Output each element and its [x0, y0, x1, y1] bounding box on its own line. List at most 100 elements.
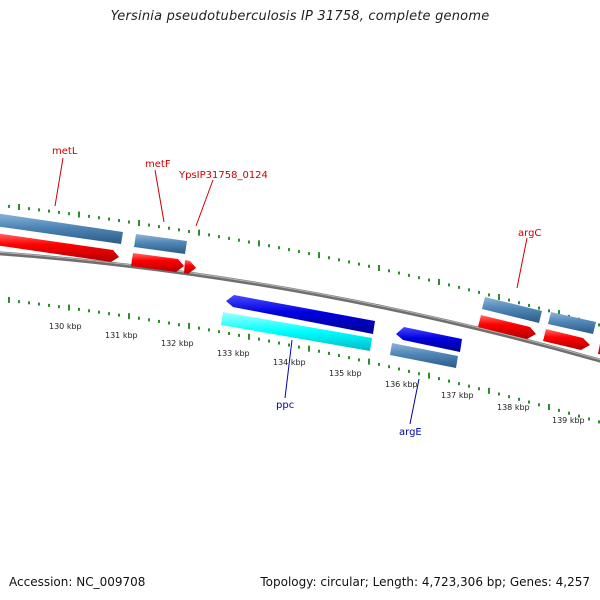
- minor-tick: [348, 356, 350, 360]
- minor-tick: [418, 372, 420, 376]
- minor-tick: [298, 250, 300, 254]
- minor-tick: [128, 220, 130, 224]
- minor-tick: [208, 233, 210, 237]
- minor-tick: [598, 323, 600, 327]
- major-tick: [558, 310, 560, 317]
- gene-metF[interactable]: [134, 234, 187, 254]
- cds-ypsip31758-0124[interactable]: [184, 260, 196, 274]
- scale-label: 130 kbp: [49, 322, 82, 331]
- scale-label: 133 kbp: [217, 349, 250, 358]
- minor-tick: [408, 273, 410, 277]
- cds-ppc[interactable]: [226, 295, 375, 334]
- gene-argC[interactable]: [482, 297, 542, 323]
- major-tick: [248, 333, 250, 340]
- minor-tick: [88, 214, 90, 218]
- minor-tick: [288, 343, 290, 347]
- cds-argC[interactable]: [478, 315, 536, 339]
- major-tick: [8, 296, 10, 303]
- minor-tick: [448, 379, 450, 383]
- label-ypsip31758-0124[interactable]: YpsIP31758_0124: [178, 170, 268, 181]
- scale-label: 134 kbp: [273, 358, 306, 367]
- minor-tick: [508, 395, 510, 399]
- minor-tick: [68, 212, 70, 216]
- major-tick: [258, 240, 260, 247]
- minor-tick: [208, 328, 210, 332]
- minor-tick: [28, 207, 30, 211]
- minor-tick: [488, 293, 490, 297]
- scale-label: 138 kbp: [497, 403, 530, 412]
- scale-labels: 130 kbp 131 kbp 132 kbp 133 kbp 134 kbp …: [49, 322, 585, 425]
- genome-summary-text: Topology: circular; Length: 4,723,306 bp…: [260, 575, 590, 589]
- minor-tick: [158, 319, 160, 323]
- major-tick: [188, 322, 190, 329]
- minor-tick: [38, 302, 40, 306]
- minor-tick: [288, 248, 290, 252]
- minor-tick: [518, 397, 520, 401]
- scale-label: 136 kbp: [385, 380, 418, 389]
- minor-tick: [98, 216, 100, 220]
- minor-tick: [258, 337, 260, 341]
- minor-tick: [358, 262, 360, 266]
- major-tick: [198, 229, 200, 236]
- minor-tick: [178, 228, 180, 232]
- minor-tick: [48, 209, 50, 213]
- minor-tick: [168, 321, 170, 325]
- minor-tick: [308, 252, 310, 256]
- minor-tick: [528, 303, 530, 307]
- minor-tick: [358, 358, 360, 362]
- scale-label: 135 kbp: [329, 369, 362, 378]
- minor-tick: [268, 339, 270, 343]
- major-tick: [438, 278, 440, 285]
- gene-metL[interactable]: [0, 213, 123, 244]
- cds-metF[interactable]: [131, 253, 184, 272]
- minor-tick: [588, 417, 590, 421]
- minor-tick: [478, 290, 480, 294]
- minor-tick: [408, 369, 410, 373]
- cds-metL[interactable]: [0, 233, 119, 262]
- minor-tick: [108, 312, 110, 316]
- minor-tick: [428, 278, 430, 282]
- label-argE[interactable]: argE: [399, 427, 422, 438]
- minor-tick: [198, 326, 200, 330]
- scale-label: 132 kbp: [161, 339, 194, 348]
- minor-tick: [278, 341, 280, 345]
- label-argC[interactable]: argC: [518, 228, 541, 239]
- label-metL[interactable]: metL: [52, 146, 78, 157]
- minor-tick: [188, 229, 190, 233]
- cds-argE[interactable]: [396, 327, 462, 352]
- minor-tick: [298, 345, 300, 349]
- major-tick: [68, 304, 70, 311]
- scale-label: 131 kbp: [105, 331, 138, 340]
- minor-tick: [448, 283, 450, 287]
- reverse-strand-features: [221, 295, 462, 368]
- scale-label: 139 kbp: [552, 416, 585, 425]
- minor-tick: [8, 204, 10, 208]
- accession-text: Accession: NC_009708: [9, 575, 146, 589]
- minor-tick: [388, 269, 390, 273]
- major-tick: [488, 387, 490, 394]
- major-tick: [318, 252, 320, 259]
- minor-tick: [418, 276, 420, 280]
- label-ppc[interactable]: ppc: [276, 400, 294, 411]
- feature-labels: metL metF YpsIP31758_0124 argC ppc argE: [52, 146, 541, 438]
- rna-ppc[interactable]: [221, 312, 372, 351]
- major-tick: [378, 265, 380, 272]
- minor-tick: [368, 264, 370, 268]
- minor-tick: [78, 307, 80, 311]
- minor-tick: [148, 223, 150, 227]
- minor-tick: [538, 306, 540, 310]
- minor-tick: [178, 323, 180, 327]
- minor-tick: [518, 301, 520, 305]
- minor-tick: [268, 244, 270, 248]
- minor-tick: [398, 271, 400, 275]
- minor-tick: [158, 225, 160, 229]
- minor-tick: [598, 420, 600, 424]
- minor-tick: [528, 400, 530, 404]
- gene-argE[interactable]: [390, 343, 458, 368]
- cds-next[interactable]: [543, 329, 590, 350]
- forward-strand-features: [0, 213, 600, 355]
- minor-tick: [118, 313, 120, 317]
- label-metF[interactable]: metF: [145, 159, 171, 170]
- gene-next[interactable]: [548, 312, 596, 334]
- minor-tick: [478, 387, 480, 391]
